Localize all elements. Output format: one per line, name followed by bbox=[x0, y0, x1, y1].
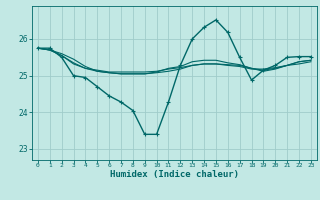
X-axis label: Humidex (Indice chaleur): Humidex (Indice chaleur) bbox=[110, 170, 239, 179]
